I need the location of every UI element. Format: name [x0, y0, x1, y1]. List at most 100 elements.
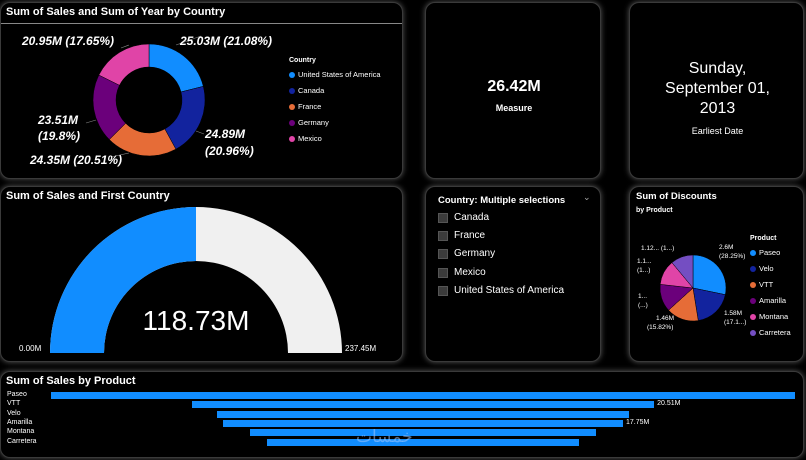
- pie-legend-title: Product: [750, 235, 777, 242]
- product-label: Amarilla: [7, 418, 33, 426]
- slicer-item-france[interactable]: France: [438, 230, 485, 241]
- donut-title: Sum of Sales and Sum of Year by Country: [6, 6, 226, 18]
- donut-legend-title: Country: [289, 57, 316, 64]
- pie-label-top-left: 1.12... (1...): [641, 245, 675, 252]
- legend-item-montana[interactable]: Montana: [750, 312, 788, 321]
- pie-label-left2-1: 1...: [638, 293, 648, 300]
- pie-slice-paseo[interactable]: [692, 254, 727, 295]
- bar-paseo[interactable]: [51, 392, 795, 399]
- product-label: Velo: [7, 409, 21, 417]
- legend-item-carretera[interactable]: Carretera: [750, 328, 791, 337]
- date-line-3: 2013: [699, 100, 736, 117]
- checkbox[interactable]: [438, 230, 448, 241]
- gauge-card[interactable]: Sum of Sales and First Country 118.73M 0…: [0, 186, 403, 362]
- donut-label-canada-1: 24.89M: [205, 127, 246, 141]
- gauge-title: Sum of Sales and First Country: [6, 190, 170, 202]
- chevron-down-icon[interactable]: ⌄: [583, 192, 591, 202]
- measure-value: 26.42M: [487, 78, 541, 95]
- donut-label-usa: 25.03M (21.08%): [180, 34, 273, 48]
- checkbox[interactable]: [438, 248, 448, 259]
- donut-label-france: 24.35M (20.51%): [30, 153, 123, 167]
- donut-slice-usa[interactable]: [148, 43, 204, 93]
- donut-slice-mexico[interactable]: [98, 43, 150, 86]
- gauge-chart[interactable]: [1, 187, 403, 362]
- legend-dot: [289, 119, 295, 126]
- pie-subtitle: by Product: [636, 207, 673, 214]
- bar-value-label: 17.75M: [626, 418, 650, 426]
- donut-leader-line: [175, 35, 202, 46]
- sales-by-product-bar-card[interactable]: Sum of Sales by Product Paseo VTT 20.51M Ve…: [0, 371, 804, 458]
- donut-label-canada-2: (20.96%): [205, 144, 254, 158]
- legend-item-velo[interactable]: Velo: [750, 264, 774, 273]
- legend-item-canada[interactable]: Canada: [289, 86, 324, 95]
- legend-item-usa[interactable]: United States of America: [289, 70, 381, 79]
- measure-card[interactable]: 26.42M Measure: [425, 2, 601, 179]
- donut-leader-line: [110, 152, 130, 158]
- pie-chart[interactable]: [630, 187, 804, 362]
- pie-label-paseo-1: 2.6M: [719, 244, 734, 251]
- title-underline: [1, 23, 402, 24]
- gauge-fill: [50, 207, 197, 353]
- slicer-item-mexico[interactable]: Mexico: [438, 267, 486, 278]
- bar-velo[interactable]: [217, 410, 629, 418]
- discounts-pie-card[interactable]: Sum of Discounts by Product 2.6M (28.25%…: [629, 186, 804, 362]
- legend-dot: [289, 87, 295, 94]
- legend-item-amarilla[interactable]: Amarilla: [750, 296, 786, 305]
- legend-dot: [289, 135, 295, 142]
- product-label: VTT: [7, 400, 21, 408]
- bar-value-label: 20.51M: [657, 400, 681, 408]
- measure-label: Measure: [495, 103, 533, 113]
- product-label: Montana: [7, 428, 35, 436]
- gauge-value: 118.73M: [142, 305, 250, 336]
- pie-slice-carretera[interactable]: [671, 254, 694, 289]
- bar-chart[interactable]: Paseo VTT 20.51M Velo Amarilla 17.75M Montana C…: [1, 372, 803, 457]
- bar-carretera[interactable]: [267, 438, 579, 446]
- donut-label-germany-2: (19.8%): [38, 129, 81, 143]
- pie-label-left2-2: (...): [638, 302, 648, 309]
- date-line-1: Sunday,: [688, 60, 747, 77]
- legend-dot: [289, 103, 295, 110]
- donut-label-germany-1: 23.51M: [38, 113, 79, 127]
- date-label: Earliest Date: [691, 126, 744, 136]
- pie-label-velo-2: (17.1...): [724, 319, 747, 326]
- donut-chart[interactable]: [1, 3, 403, 179]
- legend-dot: [750, 329, 756, 336]
- earliest-date-card[interactable]: Sunday, September 01, 2013 Earliest Date: [629, 2, 804, 179]
- legend-item-france[interactable]: France: [289, 102, 321, 111]
- country-slicer-card[interactable]: Country: Multiple selections ⌄ Canada Fr…: [425, 186, 601, 362]
- checkbox[interactable]: [438, 285, 448, 296]
- legend-item-mexico[interactable]: Mexico: [289, 134, 322, 143]
- watermark: خمسات: [356, 427, 413, 446]
- legend-item-paseo[interactable]: Paseo: [750, 248, 780, 257]
- checkbox[interactable]: [438, 212, 448, 223]
- slicer-item-germany[interactable]: Germany: [438, 248, 495, 259]
- bar-title: Sum of Sales by Product: [6, 375, 136, 387]
- pie-slice-velo[interactable]: [692, 287, 726, 321]
- sales-by-country-donut-card[interactable]: Sum of Sales and Sum of Year by Country …: [0, 2, 403, 179]
- pie-title: Sum of Discounts: [636, 191, 717, 202]
- pie-label-vtt-1: 1.46M: [656, 315, 675, 322]
- donut-leader-line: [120, 44, 130, 49]
- pie-label-vtt-2: (15.82%): [647, 324, 674, 331]
- slicer-item-usa[interactable]: United States of America: [438, 285, 564, 296]
- gauge-max: 237.45M: [345, 344, 377, 353]
- product-label: Carretera: [7, 437, 37, 445]
- donut-leader-line: [85, 119, 97, 124]
- slicer-item-canada[interactable]: Canada: [438, 212, 489, 223]
- legend-item-germany[interactable]: Germany: [289, 118, 329, 127]
- bar-amarilla[interactable]: [222, 419, 624, 427]
- legend-item-vtt[interactable]: VTT: [750, 280, 773, 289]
- legend-dot: [750, 281, 756, 288]
- legend-dot: [750, 249, 756, 256]
- pie-label-paseo-2: (28.25%): [719, 253, 746, 260]
- checkbox[interactable]: [438, 267, 448, 278]
- slicer-header: Country: Multiple selections: [438, 195, 566, 206]
- donut-label-mexico: 20.95M (17.65%): [22, 34, 115, 48]
- product-label: Paseo: [7, 391, 27, 398]
- pie-label-left-2: (1...): [637, 267, 651, 274]
- legend-dot: [289, 71, 295, 78]
- legend-dot: [750, 297, 756, 304]
- bar-montana[interactable]: [249, 429, 597, 437]
- legend-dot: [750, 265, 756, 272]
- bar-vtt[interactable]: [191, 401, 655, 409]
